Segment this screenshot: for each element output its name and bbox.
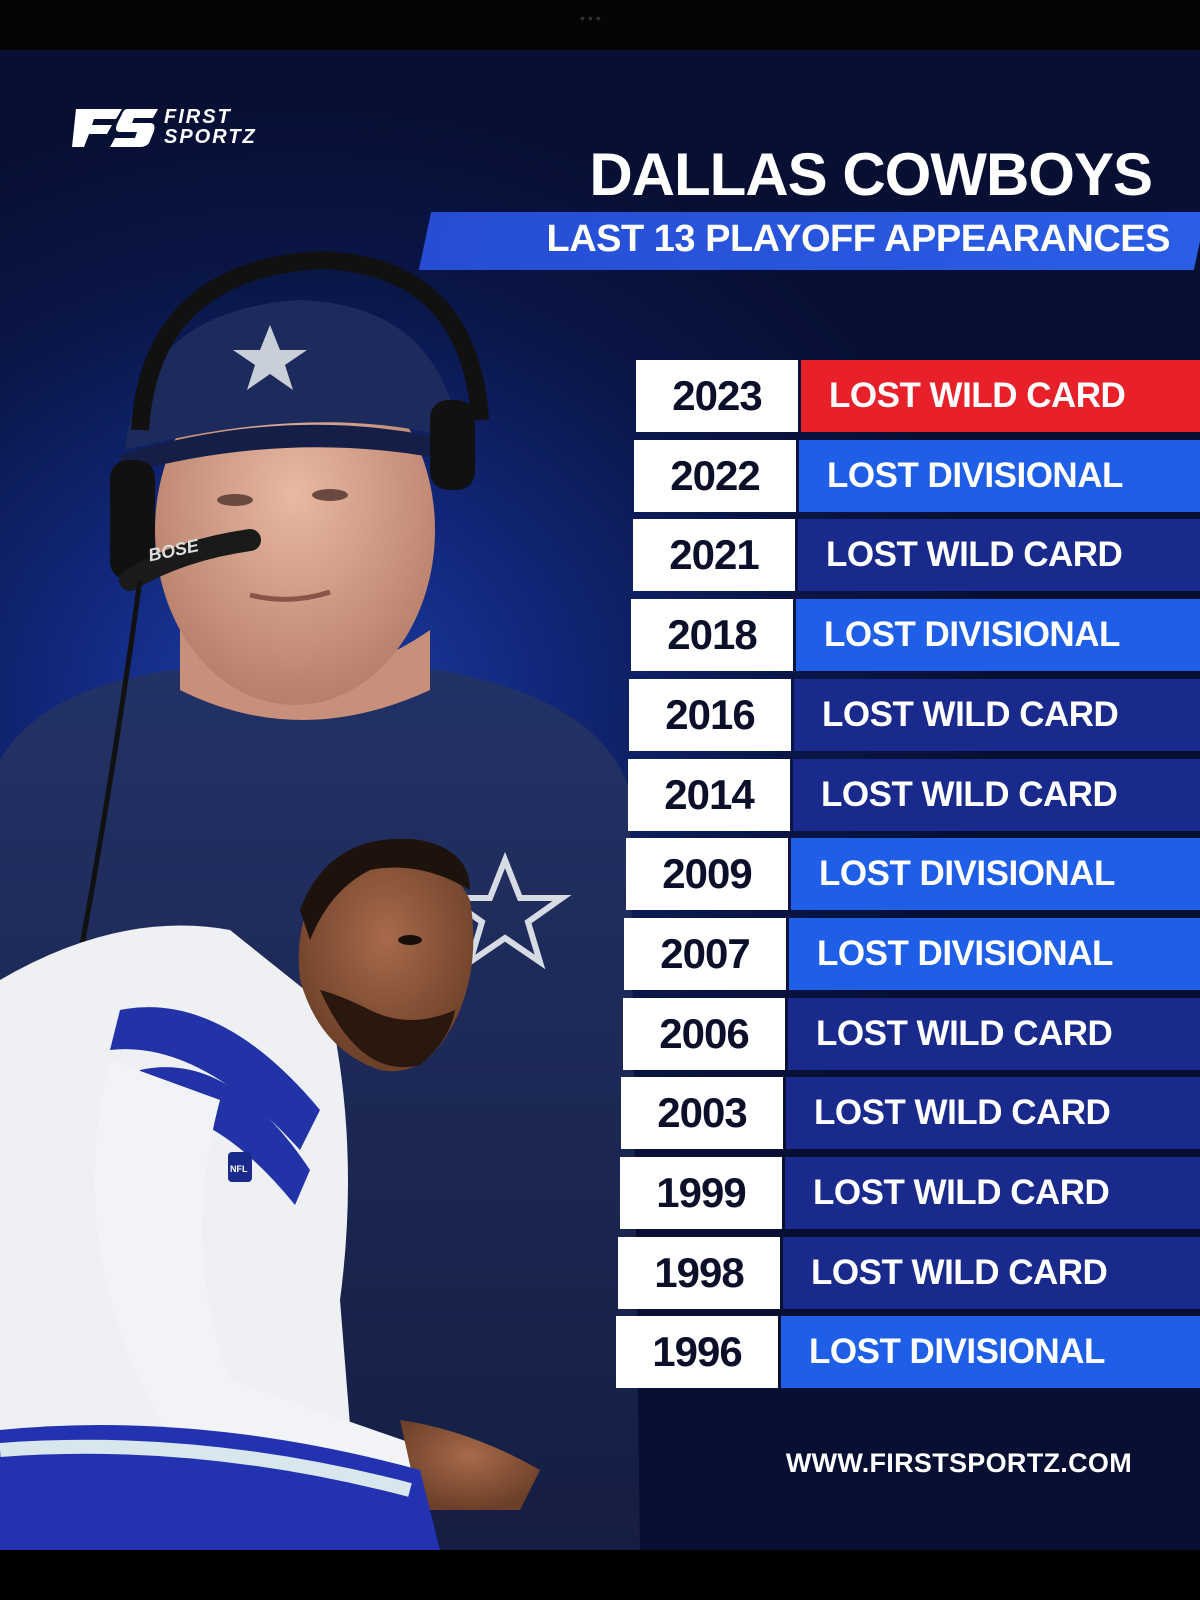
playoff-table: 2023 LOST WILD CARD 2022 LOST DIVISIONAL 202… <box>0 50 1200 1550</box>
year-cell: 2014 <box>628 759 790 831</box>
result-cell: LOST DIVISIONAL <box>796 599 1200 671</box>
year-cell: 2021 <box>633 519 795 591</box>
year-cell: 2023 <box>636 360 798 432</box>
result-cell: LOST WILD CARD <box>794 679 1200 751</box>
result-cell: LOST WILD CARD <box>785 1157 1200 1229</box>
players-illustration: BOSE NFL <box>0 250 640 1550</box>
nfl-badge-icon <box>228 1152 252 1182</box>
table-row: 2003 LOST WILD CARD <box>621 1077 1200 1149</box>
more-dots-icon: ••• <box>580 10 604 26</box>
table-row: 2006 LOST WILD CARD <box>623 998 1200 1070</box>
result-cell: LOST WILD CARD <box>798 519 1200 591</box>
result-cell: LOST WILD CARD <box>788 998 1200 1070</box>
year-cell: 2003 <box>621 1077 783 1149</box>
table-row: 2007 LOST DIVISIONAL <box>624 918 1200 990</box>
table-row: 2023 LOST WILD CARD <box>636 360 1200 432</box>
year-cell: 2022 <box>634 440 796 512</box>
firstsportz-logo-icon <box>72 109 158 147</box>
website-url: WWW.FIRSTSPORTZ.COM <box>785 1448 1132 1478</box>
table-row: 2022 LOST DIVISIONAL <box>634 440 1200 512</box>
year-cell: 1996 <box>616 1316 778 1388</box>
table-row: 2016 LOST WILD CARD <box>629 679 1200 751</box>
result-cell: LOST DIVISIONAL <box>781 1316 1200 1388</box>
year-cell: 1998 <box>618 1237 780 1309</box>
result-cell: LOST DIVISIONAL <box>789 918 1200 990</box>
table-row: 1998 LOST WILD CARD <box>618 1237 1200 1309</box>
year-cell: 2007 <box>624 918 786 990</box>
year-cell: 2018 <box>631 599 793 671</box>
year-cell: 1999 <box>620 1157 782 1229</box>
page-subtitle: LAST 13 PLAYOFF APPEARANCES <box>546 218 1171 260</box>
infographic-poster: BOSE NFL <box>0 50 1200 1550</box>
table-row: 2009 LOST DIVISIONAL <box>626 838 1200 910</box>
page-title: DALLAS COWBOYS <box>589 141 1153 208</box>
headset-icon <box>131 250 489 431</box>
coach-cap <box>125 300 460 450</box>
table-row: 1999 LOST WILD CARD <box>620 1157 1200 1229</box>
top-bar: ••• <box>0 0 1200 50</box>
result-cell: LOST WILD CARD <box>793 759 1200 831</box>
cap-star-icon <box>233 325 307 390</box>
table-row: 2018 LOST DIVISIONAL <box>631 599 1200 671</box>
jersey-badge: NFL <box>230 1164 248 1174</box>
result-cell: LOST DIVISIONAL <box>799 440 1200 512</box>
logo-line1: FIRST <box>164 106 232 128</box>
table-row: 2014 LOST WILD CARD <box>628 759 1200 831</box>
logo-line2: SPORTZ <box>164 126 257 148</box>
year-cell: 2006 <box>623 998 785 1070</box>
result-cell: LOST WILD CARD <box>783 1237 1200 1309</box>
year-cell: 2016 <box>629 679 791 751</box>
firstsportz-logo: FIRST SPORTZ <box>72 105 302 155</box>
result-cell: LOST DIVISIONAL <box>791 838 1200 910</box>
year-cell: 2009 <box>626 838 788 910</box>
result-cell: LOST WILD CARD <box>786 1077 1200 1149</box>
bottom-bar <box>0 1550 1200 1600</box>
table-row: 2021 LOST WILD CARD <box>633 519 1200 591</box>
table-row: 1996 LOST DIVISIONAL <box>616 1316 1200 1388</box>
result-cell: LOST WILD CARD <box>801 360 1200 432</box>
